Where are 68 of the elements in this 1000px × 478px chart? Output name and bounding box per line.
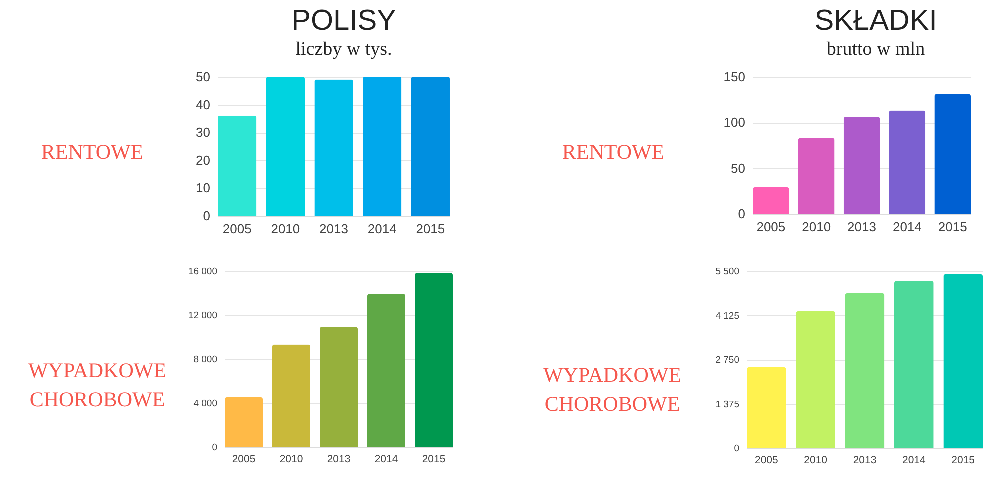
x-tick-label: 2013 xyxy=(320,222,348,236)
x-tick-label: 2010 xyxy=(280,454,304,466)
y-tick-label: 150 xyxy=(724,70,746,84)
x-tick-label: 2013 xyxy=(853,454,877,466)
bar xyxy=(415,273,453,447)
y-tick-label: 12 000 xyxy=(188,310,218,322)
x-tick-label: 2005 xyxy=(222,222,252,236)
x-tick-label: 2015 xyxy=(952,454,976,466)
y-tick-label: 100 xyxy=(724,115,746,130)
x-tick-label: 2005 xyxy=(232,454,256,466)
x-tick-label: 2013 xyxy=(848,220,876,234)
y-tick-label: 0 xyxy=(212,442,218,454)
x-tick-label: 2014 xyxy=(892,220,922,234)
x-tick-label: 2015 xyxy=(422,454,446,466)
y-tick-label: 1 375 xyxy=(716,399,740,410)
y-tick-label: 50 xyxy=(196,70,210,84)
x-tick-label: 2014 xyxy=(902,454,926,466)
bar xyxy=(272,344,310,447)
chart-title: POLISY xyxy=(292,5,396,37)
bar xyxy=(796,312,836,448)
bar xyxy=(411,77,450,216)
chart-title: SKŁADKI xyxy=(814,5,938,37)
y-tick-label: 40 xyxy=(196,97,210,112)
bar xyxy=(314,80,354,216)
x-tick-label: 2005 xyxy=(756,220,786,234)
y-tick-label: 4 125 xyxy=(716,310,740,322)
bar xyxy=(845,294,885,448)
x-tick-label: 2010 xyxy=(271,222,300,236)
bar xyxy=(934,94,971,214)
x-tick-label: 2010 xyxy=(804,454,828,466)
y-tick-label: 16 000 xyxy=(188,266,218,278)
y-tick-label: 0 xyxy=(738,206,746,222)
bar xyxy=(798,138,835,214)
y-tick-label: 30 xyxy=(196,125,210,140)
y-tick-label: 10 xyxy=(196,180,210,196)
y-tick-label: 0 xyxy=(734,444,740,454)
y-axis-title: WYPADKOWE CHOROBOWE xyxy=(28,358,167,412)
x-tick-label: 2014 xyxy=(368,222,397,236)
bar xyxy=(225,398,263,447)
bar xyxy=(894,281,934,448)
bar xyxy=(753,188,790,214)
bar xyxy=(320,327,358,447)
bar xyxy=(944,274,983,448)
x-tick-label: 2013 xyxy=(327,454,351,466)
bar xyxy=(747,368,786,448)
x-tick-label: 2015 xyxy=(938,220,968,234)
bar xyxy=(218,116,257,216)
y-axis-title: RENTOWE xyxy=(41,140,144,164)
x-tick-label: 2014 xyxy=(374,454,398,466)
y-axis-title: WYPADKOWE CHOROBOWE xyxy=(543,363,682,416)
chart-subtitle: liczby w tys. xyxy=(296,39,392,60)
y-tick-label: 0 xyxy=(203,208,210,224)
y-tick-label: 4 000 xyxy=(194,398,218,410)
x-tick-label: 2010 xyxy=(802,220,832,234)
y-tick-label: 2 750 xyxy=(716,355,740,366)
bar xyxy=(844,117,880,214)
y-axis-title: RENTOWE xyxy=(562,140,665,164)
bar xyxy=(889,110,926,214)
bar xyxy=(368,294,406,447)
y-tick-label: 8 000 xyxy=(194,354,218,366)
x-tick-label: 2015 xyxy=(416,222,446,236)
x-tick-label: 2005 xyxy=(754,454,779,466)
y-tick-label: 20 xyxy=(196,152,210,168)
bar xyxy=(266,77,305,216)
bar xyxy=(363,77,402,216)
chart-subtitle: brutto w mln xyxy=(826,39,926,60)
y-tick-label: 50 xyxy=(731,160,746,176)
y-tick-label: 5 500 xyxy=(716,266,740,278)
